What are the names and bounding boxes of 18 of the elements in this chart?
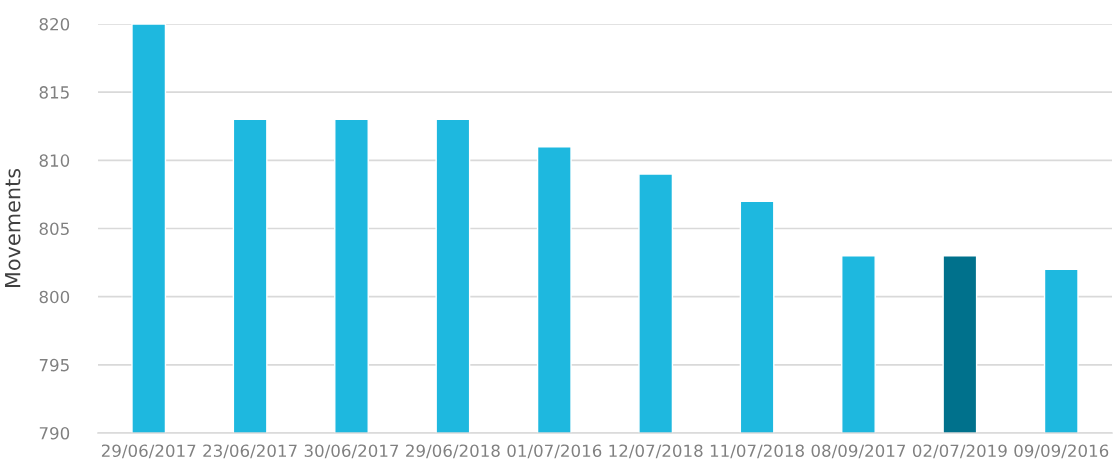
x-tick-label: 02/07/2019 xyxy=(912,444,1007,459)
x-tick-label: 23/06/2017 xyxy=(203,444,297,459)
x-tick-label: 09/09/2016 xyxy=(1014,444,1109,459)
y-axis-title: Movements xyxy=(5,168,21,288)
x-tick-label: 29/06/2017 xyxy=(101,444,196,459)
y-tick-label: 800 xyxy=(39,290,70,304)
y-tick-label: 820 xyxy=(39,17,70,31)
x-tick-label: 11/07/2018 xyxy=(710,444,804,459)
y-tick-label: 805 xyxy=(39,222,69,236)
x-tick-label: 30/06/2017 xyxy=(304,444,399,459)
y-tick-label: 790 xyxy=(39,426,70,440)
x-tick-label: 08/09/2017 xyxy=(811,444,906,459)
y-tick-label: 795 xyxy=(39,358,69,372)
x-tick-label: 12/07/2018 xyxy=(609,444,703,459)
y-tick-label: 815 xyxy=(39,86,69,99)
x-tick-label: 29/06/2018 xyxy=(406,444,500,459)
y-tick-label: 810 xyxy=(39,154,70,167)
x-tick-label: 01/07/2016 xyxy=(507,444,602,459)
